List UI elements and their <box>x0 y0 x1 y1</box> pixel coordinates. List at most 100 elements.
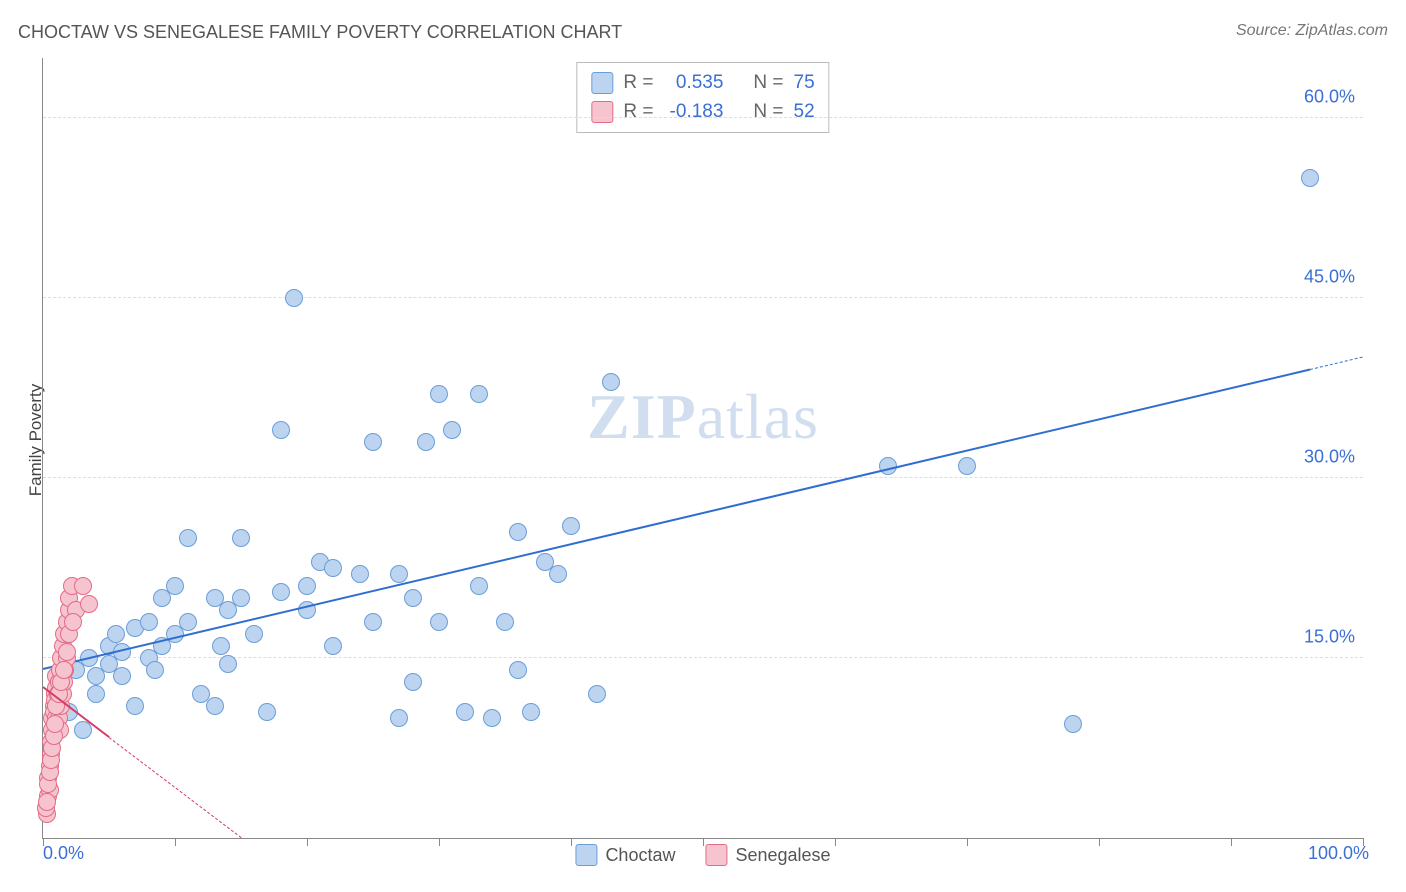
data-point <box>285 289 303 307</box>
data-point <box>364 433 382 451</box>
data-point <box>470 385 488 403</box>
legend: Choctaw Senegalese <box>575 844 830 866</box>
y-tick-label: 15.0% <box>1304 627 1355 648</box>
r-label: R = <box>623 69 653 98</box>
data-point <box>470 577 488 595</box>
data-point <box>206 697 224 715</box>
data-point <box>351 565 369 583</box>
data-point <box>179 613 197 631</box>
x-tick <box>175 838 176 846</box>
data-point <box>417 433 435 451</box>
legend-item: Senegalese <box>705 844 830 866</box>
data-point <box>298 577 316 595</box>
x-tick <box>571 838 572 846</box>
x-tick <box>1231 838 1232 846</box>
legend-swatch <box>575 844 597 866</box>
data-point <box>404 589 422 607</box>
scatter-plot: ZIPatlas R =0.535N =75R =-0.183N =52 Cho… <box>42 58 1363 839</box>
stats-row: R = -0.183 N = 52 <box>591 98 814 127</box>
n-value: 52 <box>794 98 815 127</box>
legend-label: Choctaw <box>605 845 675 866</box>
data-point <box>602 373 620 391</box>
legend-item: Choctaw <box>575 844 675 866</box>
gridline <box>43 477 1363 478</box>
data-point <box>958 457 976 475</box>
data-point <box>549 565 567 583</box>
data-point <box>522 703 540 721</box>
y-tick-label: 45.0% <box>1304 267 1355 288</box>
data-point <box>80 595 98 613</box>
x-tick-label: 0.0% <box>43 843 84 864</box>
gridline <box>43 297 1363 298</box>
legend-label: Senegalese <box>735 845 830 866</box>
x-tick <box>1099 838 1100 846</box>
data-point <box>179 529 197 547</box>
chart-title: CHOCTAW VS SENEGALESE FAMILY POVERTY COR… <box>18 22 622 43</box>
y-tick-label: 30.0% <box>1304 447 1355 468</box>
x-tick <box>967 838 968 846</box>
data-point <box>258 703 276 721</box>
data-point <box>87 685 105 703</box>
correlation-stats-box: R = 0.535 N = 75 R = -0.183 N = 52 <box>576 62 829 133</box>
chart-source: Source: ZipAtlas.com <box>1236 22 1388 43</box>
r-label: R = <box>623 98 653 127</box>
series-swatch <box>591 72 613 94</box>
data-point <box>562 517 580 535</box>
data-point <box>58 643 76 661</box>
data-point <box>430 613 448 631</box>
data-point <box>232 589 250 607</box>
data-point <box>126 697 144 715</box>
x-tick <box>703 838 704 846</box>
data-point <box>430 385 448 403</box>
data-point <box>64 613 82 631</box>
n-label: N = <box>753 69 783 98</box>
trend-line-extrapolated <box>109 737 242 838</box>
data-point <box>456 703 474 721</box>
watermark: ZIPatlas <box>587 380 819 454</box>
data-point <box>140 613 158 631</box>
y-tick-label: 60.0% <box>1304 87 1355 108</box>
data-point <box>509 661 527 679</box>
legend-swatch <box>705 844 727 866</box>
data-point <box>107 625 125 643</box>
data-point <box>588 685 606 703</box>
data-point <box>232 529 250 547</box>
r-value: -0.183 <box>663 98 723 127</box>
data-point <box>272 583 290 601</box>
stats-row: R = 0.535 N = 75 <box>591 69 814 98</box>
data-point <box>1064 715 1082 733</box>
x-tick <box>439 838 440 846</box>
chart-header: CHOCTAW VS SENEGALESE FAMILY POVERTY COR… <box>18 22 1388 43</box>
x-tick <box>835 838 836 846</box>
data-point <box>113 667 131 685</box>
data-point <box>46 715 64 733</box>
data-point <box>496 613 514 631</box>
data-point <box>146 661 164 679</box>
data-point <box>390 709 408 727</box>
r-value: 0.535 <box>663 69 723 98</box>
data-point <box>212 637 230 655</box>
n-label: N = <box>753 98 783 127</box>
trend-line-extrapolated <box>1310 357 1363 370</box>
data-point <box>166 577 184 595</box>
data-point <box>324 559 342 577</box>
data-point <box>272 421 290 439</box>
x-tick-label: 100.0% <box>1308 843 1369 864</box>
data-point <box>38 793 56 811</box>
data-point <box>483 709 501 727</box>
data-point <box>390 565 408 583</box>
data-point <box>74 577 92 595</box>
data-point <box>324 637 342 655</box>
data-point <box>443 421 461 439</box>
data-point <box>1301 169 1319 187</box>
data-point <box>404 673 422 691</box>
x-tick <box>307 838 308 846</box>
n-value: 75 <box>794 69 815 98</box>
data-point <box>219 655 237 673</box>
data-point <box>364 613 382 631</box>
gridline <box>43 117 1363 118</box>
data-point <box>55 661 73 679</box>
data-point <box>245 625 263 643</box>
gridline <box>43 657 1363 658</box>
data-point <box>509 523 527 541</box>
